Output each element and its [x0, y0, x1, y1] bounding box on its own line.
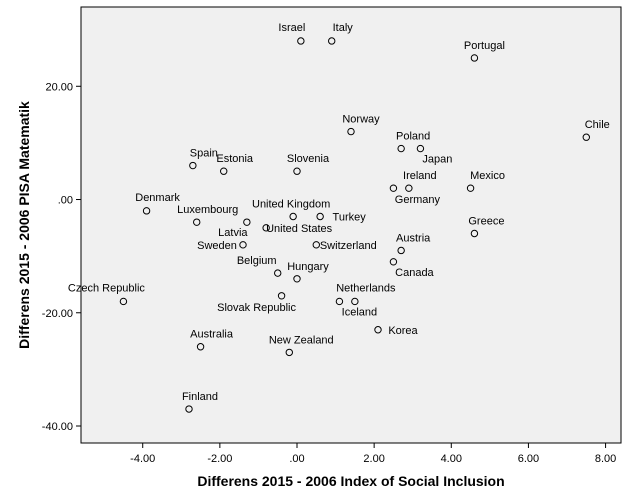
data-point-label: Japan — [422, 154, 452, 166]
data-point — [347, 127, 355, 136]
data-point — [142, 207, 151, 215]
data-point — [262, 224, 270, 232]
data-point — [277, 292, 286, 300]
data-point-label: Mexico — [470, 170, 505, 182]
data-point-label: Luxembourg — [177, 204, 238, 216]
x-tick-label: 2.00 — [363, 453, 384, 465]
plot-area — [80, 6, 622, 444]
data-point-label: Chile — [585, 119, 610, 131]
data-point-label: Australia — [190, 329, 234, 341]
data-point — [470, 229, 479, 238]
data-point-label: Slovenia — [287, 153, 330, 165]
data-point — [328, 37, 336, 45]
data-point — [196, 343, 205, 351]
x-axis: -4.00 -2.00 .00 2.00 4.00 6.00 8.00 — [130, 443, 616, 465]
data-point — [293, 275, 301, 283]
x-tick-label: 6.00 — [518, 453, 539, 465]
data-point-label: Turkey — [333, 212, 367, 224]
y-axis: -40.00 -20.00 .00 20.00 — [42, 81, 81, 433]
data-point — [189, 161, 197, 170]
data-point — [239, 241, 247, 249]
data-point — [274, 269, 282, 277]
data-point — [416, 144, 425, 153]
data-point-label: New Zealand — [269, 334, 334, 346]
data-point — [312, 241, 320, 249]
data-point-label: Finland — [182, 391, 218, 403]
data-point — [293, 167, 301, 175]
y-tick-label: 20.00 — [45, 81, 73, 93]
x-tick-label: 8.00 — [595, 453, 616, 465]
data-point-label: Korea — [388, 325, 418, 337]
data-point — [193, 218, 201, 226]
data-point-label: Estonia — [216, 153, 254, 165]
data-point — [185, 405, 193, 413]
data-point-label: Portugal — [464, 40, 505, 52]
data-point-label: United States — [266, 223, 333, 235]
x-tick-label: 4.00 — [441, 453, 462, 465]
data-point — [466, 184, 475, 192]
y-tick-label: -40.00 — [42, 421, 73, 433]
data-point — [285, 348, 293, 357]
data-point — [351, 297, 359, 306]
data-point — [297, 37, 305, 45]
x-tick-label: .00 — [289, 453, 304, 465]
data-point-label: Austria — [396, 232, 431, 244]
data-point-label: Iceland — [342, 306, 377, 318]
data-point-label: Hungary — [287, 261, 329, 273]
data-point — [397, 246, 405, 255]
data-point — [470, 54, 479, 62]
data-point-label: Sweden — [197, 240, 237, 252]
x-axis-title: Differens 2015 - 2006 Index of Social In… — [197, 473, 504, 489]
data-point — [220, 167, 228, 175]
data-point — [582, 133, 590, 141]
x-tick-label: -4.00 — [130, 453, 155, 465]
x-tick-label: -2.00 — [207, 453, 232, 465]
data-point — [335, 297, 344, 306]
y-axis-title: Differens 2015 - 2006 PISA Matematik — [16, 101, 32, 349]
data-point-label: Czech Republic — [68, 282, 146, 294]
data-point-label: United Kingdom — [252, 199, 330, 211]
data-point — [405, 184, 413, 192]
data-point-label: Italy — [333, 22, 354, 34]
data-point — [289, 212, 297, 221]
data-points: Israel Italy Portugal Chile Norway Poland Japa… — [68, 22, 610, 413]
data-point — [389, 258, 398, 266]
data-point — [119, 297, 128, 306]
data-point-label: Denmark — [135, 192, 180, 204]
data-point-label: Norway — [342, 114, 380, 126]
data-point — [316, 212, 324, 221]
data-point — [374, 326, 382, 334]
data-point-label: Israel — [278, 22, 305, 34]
data-point-label: Greece — [468, 215, 504, 227]
data-point-label: Spain — [190, 148, 218, 160]
y-tick-label: -20.00 — [42, 308, 73, 320]
data-point-label: Switzerland — [320, 240, 377, 252]
data-point-label: Latvia — [218, 227, 248, 239]
data-point-label: Canada — [395, 267, 434, 279]
data-point-label: Slovak Republic — [217, 302, 296, 314]
data-point-label: Netherlands — [336, 282, 396, 294]
data-point — [389, 184, 398, 192]
data-point — [243, 218, 251, 226]
data-point-label: Ireland — [403, 170, 437, 182]
data-point-label: Belgium — [237, 255, 277, 267]
data-point-label: Poland — [396, 131, 430, 143]
y-tick-label: .00 — [58, 195, 73, 207]
data-point-label: Germany — [395, 194, 441, 206]
data-point — [397, 144, 405, 153]
